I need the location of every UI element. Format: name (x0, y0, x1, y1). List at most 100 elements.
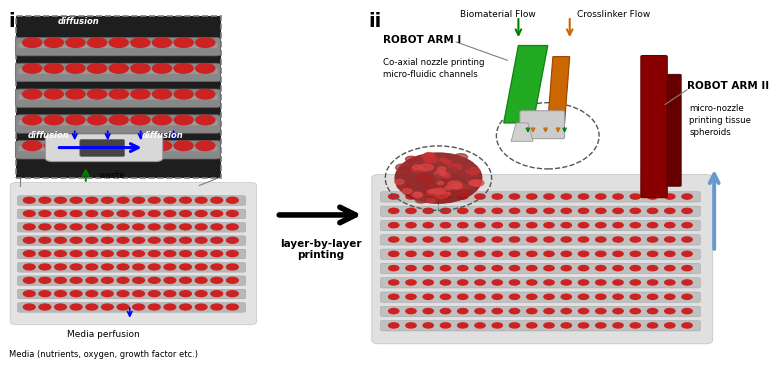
Circle shape (44, 38, 63, 47)
Circle shape (70, 197, 82, 203)
Text: Media (nutrients, oxygen, growth factor etc.): Media (nutrients, oxygen, growth factor … (9, 350, 198, 359)
Text: Biomaterial Flow: Biomaterial Flow (460, 10, 535, 19)
Circle shape (174, 141, 193, 151)
Circle shape (55, 251, 66, 257)
Circle shape (23, 264, 35, 270)
FancyBboxPatch shape (16, 37, 220, 56)
Circle shape (389, 294, 399, 299)
FancyBboxPatch shape (16, 63, 220, 82)
Circle shape (117, 224, 129, 230)
Circle shape (664, 266, 675, 271)
Circle shape (433, 175, 442, 180)
Circle shape (164, 278, 176, 283)
Circle shape (440, 223, 450, 228)
Circle shape (211, 197, 223, 203)
Circle shape (682, 309, 693, 314)
Circle shape (423, 223, 433, 228)
Circle shape (647, 266, 657, 271)
Circle shape (443, 179, 449, 183)
Circle shape (66, 63, 85, 73)
Circle shape (664, 251, 675, 256)
Circle shape (456, 190, 470, 197)
Circle shape (406, 280, 416, 285)
Circle shape (70, 278, 82, 283)
Circle shape (419, 164, 433, 171)
Text: diffusion: diffusion (58, 17, 99, 26)
Circle shape (596, 223, 606, 228)
Circle shape (55, 224, 66, 230)
Circle shape (471, 180, 484, 186)
Circle shape (406, 309, 416, 314)
Circle shape (613, 223, 623, 228)
Circle shape (406, 156, 417, 162)
Circle shape (86, 224, 97, 230)
Circle shape (630, 323, 640, 328)
Circle shape (227, 304, 238, 310)
Circle shape (492, 251, 502, 256)
Circle shape (578, 208, 589, 213)
Circle shape (561, 323, 572, 328)
Circle shape (596, 294, 606, 299)
Circle shape (664, 323, 675, 328)
FancyBboxPatch shape (18, 69, 217, 74)
Circle shape (164, 224, 176, 230)
Circle shape (527, 294, 537, 299)
Circle shape (117, 291, 129, 296)
FancyBboxPatch shape (17, 303, 245, 312)
Circle shape (596, 237, 606, 242)
Circle shape (196, 224, 207, 230)
Circle shape (174, 115, 193, 125)
Circle shape (561, 309, 572, 314)
Circle shape (613, 194, 623, 199)
Circle shape (440, 237, 450, 242)
Circle shape (664, 280, 675, 285)
FancyBboxPatch shape (16, 115, 220, 133)
Circle shape (561, 208, 572, 213)
Circle shape (44, 89, 63, 99)
Circle shape (406, 184, 413, 187)
Circle shape (23, 224, 35, 230)
Circle shape (509, 294, 520, 299)
Circle shape (412, 173, 418, 177)
Circle shape (196, 141, 215, 151)
Circle shape (561, 237, 572, 242)
FancyBboxPatch shape (17, 236, 245, 246)
Circle shape (132, 304, 144, 310)
Circle shape (457, 294, 468, 299)
FancyBboxPatch shape (17, 276, 245, 285)
Circle shape (475, 208, 485, 213)
Circle shape (196, 278, 207, 283)
Circle shape (131, 115, 150, 125)
Text: diffusion: diffusion (28, 131, 70, 140)
Circle shape (421, 177, 434, 183)
Circle shape (561, 280, 572, 285)
Text: i: i (9, 13, 16, 32)
Circle shape (492, 309, 502, 314)
Circle shape (492, 294, 502, 299)
Circle shape (86, 278, 97, 283)
Circle shape (435, 192, 449, 198)
Circle shape (613, 251, 623, 256)
Circle shape (66, 115, 85, 125)
Circle shape (613, 323, 623, 328)
Circle shape (457, 323, 468, 328)
Circle shape (132, 251, 144, 257)
Circle shape (423, 237, 433, 242)
Circle shape (469, 180, 479, 186)
Circle shape (578, 194, 589, 199)
Polygon shape (511, 123, 533, 141)
Circle shape (66, 38, 85, 47)
Circle shape (396, 164, 410, 171)
FancyBboxPatch shape (80, 139, 125, 157)
Circle shape (174, 89, 193, 99)
FancyBboxPatch shape (10, 183, 256, 325)
Circle shape (86, 197, 97, 203)
Text: waste: waste (98, 171, 125, 180)
Circle shape (117, 237, 129, 243)
Circle shape (428, 190, 435, 193)
Circle shape (544, 280, 554, 285)
Circle shape (132, 211, 144, 217)
Circle shape (211, 278, 223, 283)
Polygon shape (548, 57, 569, 123)
Circle shape (164, 264, 176, 270)
